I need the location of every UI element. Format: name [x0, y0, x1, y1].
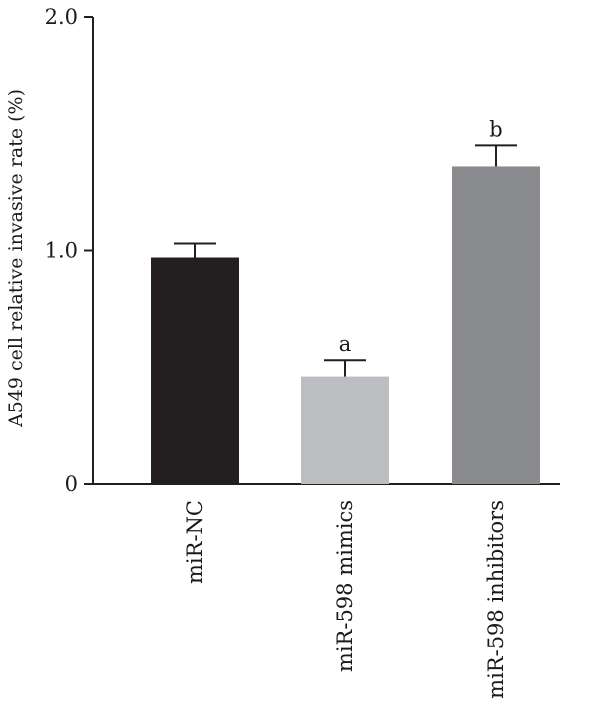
bars	[151, 166, 540, 484]
x-category-label: miR-NC	[183, 500, 207, 584]
significance-letter: a	[339, 332, 352, 356]
x-category-label: miR-598 inhibitors	[484, 500, 508, 699]
x-category-label: miR-598 mimics	[333, 500, 357, 672]
error-bar	[324, 359, 366, 377]
significance-letter: b	[489, 117, 502, 141]
x-category-labels: miR-NC miR-598 mimics miR-598 inhibitors	[183, 500, 508, 699]
bar	[452, 166, 540, 484]
y-tick-label: 1.0	[45, 239, 78, 263]
bar	[151, 257, 239, 484]
bar	[301, 376, 389, 484]
y-ticks: 0 1.0 2.0	[45, 5, 93, 496]
error-bar	[475, 144, 517, 167]
y-axis-title: A549 cell relative invasive rate (%)	[5, 89, 27, 428]
y-tick-label: 2.0	[45, 5, 78, 29]
error-bar	[174, 242, 216, 258]
y-tick-label: 0	[65, 472, 78, 496]
error-bars	[174, 144, 517, 377]
significance-annotations: ab	[339, 117, 503, 356]
